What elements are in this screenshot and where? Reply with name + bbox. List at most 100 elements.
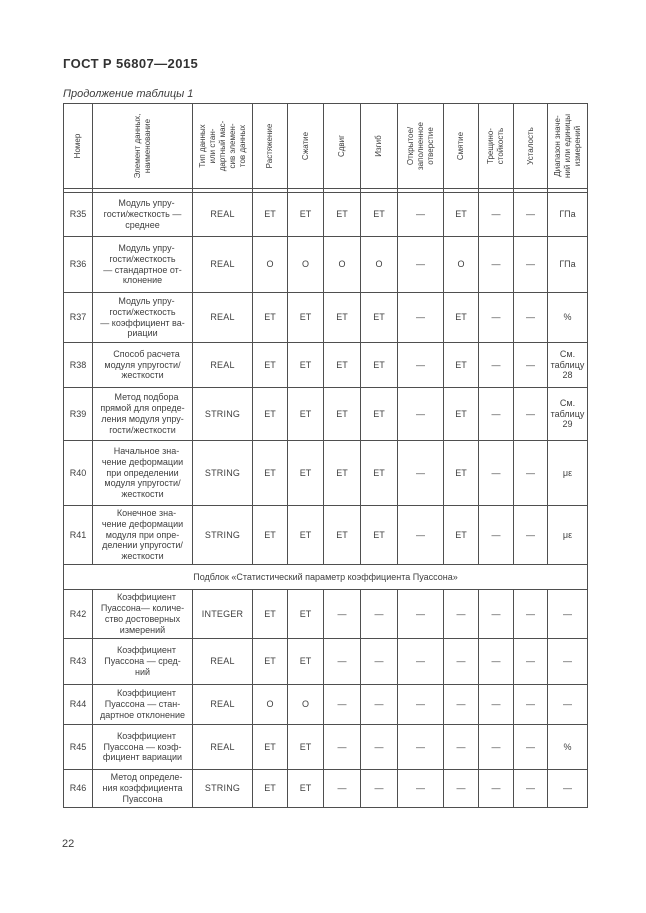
value-cell-shear: ET — [323, 387, 361, 441]
value-cell-fatigue: — — [513, 387, 548, 441]
value-cell-fatigue: — — [513, 505, 548, 565]
value-cell-tension: ET — [252, 505, 288, 565]
value-cell-crushing: ET — [443, 292, 479, 343]
value-cell-bending: O — [360, 236, 398, 293]
value-cell-tension: ET — [252, 440, 288, 506]
column-header-label: Изгиб — [374, 135, 383, 157]
table-row: R39 Метод подбора прямой для опреде- лени… — [63, 387, 588, 441]
range-units-cell: % — [547, 292, 588, 343]
element-name-cell: Метод определе- ния коэффициента Пуассон… — [92, 769, 193, 808]
row-number-cell: R46 — [63, 769, 93, 808]
value-cell-open-filled-hole: — — [397, 769, 444, 808]
value-cell-crushing: ET — [443, 505, 479, 565]
value-cell-fatigue: — — [513, 589, 548, 639]
value-cell-fatigue: — — [513, 192, 548, 237]
data-type-cell: REAL — [192, 192, 253, 237]
range-units-cell: ГПа — [547, 236, 588, 293]
table-row: R45 Коэффициент Пуассона — коэф- фициент … — [63, 724, 588, 770]
data-type-cell: REAL — [192, 292, 253, 343]
range-units-cell: — — [547, 638, 588, 685]
element-name-cell: Коэффициент Пуассона — коэф- фициент вар… — [92, 724, 193, 770]
subblock-row: Подблок «Статистический параметр коэффиц… — [63, 564, 588, 590]
value-cell-crack-resistance: — — [478, 440, 514, 506]
value-cell-crushing: — — [443, 724, 479, 770]
range-units-cell: με — [547, 440, 588, 506]
value-cell-tension: ET — [252, 638, 288, 685]
data-type-cell: STRING — [192, 387, 253, 441]
value-cell-crushing: — — [443, 684, 479, 725]
value-cell-open-filled-hole: — — [397, 236, 444, 293]
value-cell-compression: ET — [287, 505, 324, 565]
value-cell-shear: ET — [323, 192, 361, 237]
row-number-cell: R38 — [63, 342, 93, 388]
value-cell-shear: O — [323, 236, 361, 293]
table-row: R36 Модуль упру- гости/жесткость — станда… — [63, 236, 588, 293]
doc-title: ГОСТ Р 56807—2015 — [63, 56, 199, 71]
element-name-cell: Способ расчета модуля упругости/ жесткос… — [92, 342, 193, 388]
value-cell-crushing: — — [443, 769, 479, 808]
table-row: R37 Модуль упру- гости/жесткость — коэффи… — [63, 292, 588, 343]
column-header-label: Сжатие — [300, 131, 310, 161]
column-header-crushing: Смятие — [443, 103, 479, 189]
value-cell-bending: — — [360, 684, 398, 725]
value-cell-open-filled-hole: — — [397, 589, 444, 639]
value-cell-crack-resistance: — — [478, 192, 514, 237]
value-cell-bending: ET — [360, 387, 398, 441]
page-number: 22 — [62, 838, 75, 850]
element-name-cell: Начальное зна- чение деформации при опре… — [92, 440, 193, 506]
value-cell-crack-resistance: — — [478, 236, 514, 293]
value-cell-shear: ET — [323, 440, 361, 506]
value-cell-bending: — — [360, 769, 398, 808]
row-number-cell: R37 — [63, 292, 93, 343]
value-cell-open-filled-hole: — — [397, 440, 444, 506]
value-cell-compression: ET — [287, 638, 324, 685]
value-cell-crack-resistance: — — [478, 638, 514, 685]
row-number-cell: R43 — [63, 638, 93, 685]
value-cell-fatigue: — — [513, 769, 548, 808]
column-header-fatigue: Усталость — [513, 103, 548, 189]
column-header-tension: Растяжение — [252, 103, 288, 189]
column-header-data-type: Тип данных или стан- дартный мас- сив эл… — [192, 103, 253, 189]
value-cell-tension: ET — [252, 192, 288, 237]
element-name-cell: Коэффициент Пуассона— количе- ство досто… — [92, 589, 193, 639]
row-number-cell: R42 — [63, 589, 93, 639]
table-row: R46 Метод определе- ния коэффициента Пуас… — [63, 769, 588, 808]
data-table: Номер Элемент данных, наименование Тип дан… — [63, 103, 588, 808]
subblock-label: Подблок «Статистический параметр коэффиц… — [63, 564, 588, 590]
value-cell-fatigue: — — [513, 236, 548, 293]
value-cell-tension: ET — [252, 589, 288, 639]
data-type-cell: REAL — [192, 342, 253, 388]
table-row: R42 Коэффициент Пуассона— количе- ство до… — [63, 589, 588, 639]
value-cell-bending: ET — [360, 440, 398, 506]
value-cell-open-filled-hole: — — [397, 292, 444, 343]
value-cell-compression: ET — [287, 387, 324, 441]
column-header-label: Тип данных или стан- дартный мас- сив эл… — [197, 120, 247, 172]
column-header-label: Открытое/ заполненное отверстие — [405, 122, 435, 170]
value-cell-shear: — — [323, 724, 361, 770]
value-cell-fatigue: — — [513, 724, 548, 770]
table-caption: Продолжение таблицы 1 — [63, 88, 194, 100]
value-cell-tension: O — [252, 236, 288, 293]
value-cell-shear: ET — [323, 505, 361, 565]
value-cell-compression: ET — [287, 724, 324, 770]
element-name-cell: Модуль упру- гости/жесткость — среднее — [92, 192, 193, 237]
range-units-cell: См. таблицу 29 — [547, 387, 588, 441]
value-cell-tension: ET — [252, 724, 288, 770]
value-cell-bending: — — [360, 589, 398, 639]
table-row: R40 Начальное зна- чение деформации при о… — [63, 440, 588, 506]
column-header-open-filled-hole: Открытое/ заполненное отверстие — [397, 103, 444, 189]
column-header-label: Сдвиг — [337, 134, 346, 158]
value-cell-crack-resistance: — — [478, 769, 514, 808]
element-name-cell: Модуль упру- гости/жесткость — стандартн… — [92, 236, 193, 293]
range-units-cell: με — [547, 505, 588, 565]
column-header-compression: Сжатие — [287, 103, 324, 189]
value-cell-compression: O — [287, 684, 324, 725]
table-row: R44 Коэффициент Пуассона — стан- дартное … — [63, 684, 588, 725]
value-cell-compression: ET — [287, 440, 324, 506]
value-cell-crack-resistance: — — [478, 342, 514, 388]
value-cell-bending: — — [360, 724, 398, 770]
value-cell-crushing: ET — [443, 342, 479, 388]
element-name-cell: Коэффициент Пуассона — сред- ний — [92, 638, 193, 685]
element-name-cell: Конечное зна- чение деформации модуля пр… — [92, 505, 193, 565]
value-cell-bending: ET — [360, 505, 398, 565]
